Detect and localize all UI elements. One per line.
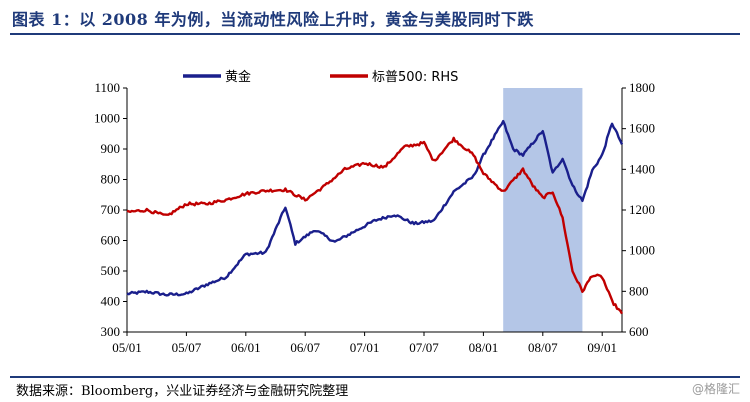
watermark: @格隆汇 <box>691 382 740 396</box>
x-tick-label: 09/01 <box>587 340 617 355</box>
y-tick-label-left: 600 <box>101 233 121 248</box>
y-tick-label-left: 800 <box>101 172 121 187</box>
chart-title: 图表 1：以 2008 年为例，当流动性风险上升时，黄金与美股同时下跌 <box>12 10 534 29</box>
y-tick-label-left: 300 <box>101 324 121 339</box>
y-tick-label-right: 1400 <box>629 161 655 176</box>
y-tick-label-right: 1600 <box>629 121 655 136</box>
y-tick-label-left: 1100 <box>94 80 120 95</box>
source-note: 数据来源：Bloomberg，兴业证券经济与金融研究院整理 <box>16 384 349 399</box>
x-tick-label: 08/07 <box>528 340 558 355</box>
x-tick-label: 08/01 <box>469 340 499 355</box>
x-tick-label: 05/07 <box>172 340 202 355</box>
series-line-1 <box>126 136 624 315</box>
x-tick-label: 06/01 <box>231 340 261 355</box>
highlight-region <box>503 88 583 332</box>
chart-axes: 300 400 500 600 700 800 900 1000 1100 600 800 1000 1… <box>94 80 655 355</box>
x-tick-label: 07/07 <box>409 340 439 355</box>
y-tick-label-right: 1000 <box>629 243 655 258</box>
legend-label-1: 标普500: RHS <box>372 70 458 85</box>
legend-label-0: 黄金 <box>225 69 251 85</box>
chart-legend: 黄金 标普500: RHS <box>183 69 458 85</box>
y-tick-label-left: 900 <box>101 141 121 156</box>
highlight-band <box>503 88 583 332</box>
series-line-0 <box>126 119 624 297</box>
x-tick-label: 05/01 <box>112 340 142 355</box>
y-tick-label-right: 1200 <box>629 202 655 217</box>
x-tick-label: 06/07 <box>290 340 320 355</box>
x-tick-label: 07/01 <box>350 340 380 355</box>
y-tick-label-left: 500 <box>101 263 121 278</box>
y-tick-label-left: 1000 <box>94 111 120 126</box>
title-divider <box>10 33 740 35</box>
y-tick-label-right: 800 <box>629 283 649 298</box>
y-tick-label-right: 1800 <box>629 80 655 95</box>
footer-divider <box>10 376 740 378</box>
y-tick-label-right: 600 <box>629 324 649 339</box>
y-tick-label-left: 400 <box>101 294 121 309</box>
chart-series <box>126 119 624 315</box>
y-tick-label-left: 700 <box>101 202 121 217</box>
